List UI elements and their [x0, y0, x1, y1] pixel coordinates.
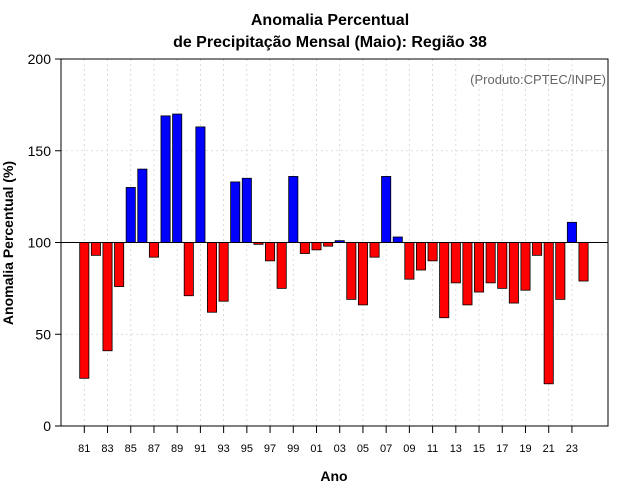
bar-1985 — [125, 187, 136, 243]
bar-1999 — [288, 176, 299, 243]
bar-2024 — [578, 242, 589, 282]
bar-2018 — [508, 242, 519, 304]
bar-2023 — [566, 221, 577, 243]
bar-2014 — [462, 242, 473, 306]
bar-1982 — [90, 242, 101, 256]
bar-2012 — [439, 242, 450, 319]
y-tick-label: 0 — [43, 418, 51, 434]
x-tick-label: 05 — [357, 443, 369, 455]
x-tick-label: 85 — [125, 443, 137, 455]
x-tick-label: 93 — [217, 443, 229, 455]
bar-2010 — [415, 242, 426, 271]
bar-2008 — [392, 236, 403, 243]
x-tick-label: 87 — [148, 443, 160, 455]
x-tick-label: 07 — [380, 443, 392, 455]
bar-2009 — [404, 242, 415, 280]
bar-1981 — [79, 242, 90, 379]
bar-2019 — [520, 242, 531, 291]
y-tick-label: 100 — [28, 235, 52, 251]
y-tick-label: 150 — [28, 143, 52, 159]
bar-1989 — [172, 113, 183, 243]
bar-2017 — [497, 242, 508, 289]
x-tick-label: 11 — [427, 443, 438, 455]
x-tick-label: 81 — [78, 443, 90, 455]
y-axis-label: Anomalia Percentual (%) — [0, 161, 16, 325]
bar-2011 — [427, 242, 438, 262]
x-tick-label: 21 — [543, 443, 555, 455]
y-tick-label: 200 — [28, 51, 52, 67]
x-tick-label: 15 — [473, 443, 485, 455]
x-tick-label: 95 — [241, 443, 253, 455]
bar-2005 — [357, 242, 368, 306]
x-axis-ticks: 81 83 85 87 89 91 93 95 97 99 01 03 05 07 09 11 13 15 17 19… — [78, 426, 578, 455]
bar-2004 — [346, 242, 357, 300]
x-tick-label: 03 — [334, 443, 346, 455]
bar-2015 — [474, 242, 485, 293]
x-tick-label: 91 — [194, 443, 206, 455]
chart-title-line1: Anomalia Percentual — [251, 12, 409, 29]
bar-2001 — [311, 242, 322, 251]
bar-2013 — [450, 242, 461, 284]
x-axis-label: Ano — [320, 468, 347, 484]
x-tick-label: 89 — [171, 443, 183, 455]
x-tick-label: 19 — [519, 443, 531, 455]
grid — [61, 58, 608, 427]
bar-2022 — [555, 242, 566, 300]
bar-2016 — [485, 242, 496, 284]
bar-1997 — [265, 242, 276, 262]
x-tick-label: 09 — [403, 443, 415, 455]
bar-1987 — [148, 242, 159, 258]
x-tick-label: 83 — [101, 443, 113, 455]
x-tick-label: 17 — [496, 443, 508, 455]
bar-2006 — [369, 242, 380, 258]
bar-1991 — [195, 126, 206, 243]
x-tick-label: 13 — [450, 443, 462, 455]
bar-2002 — [323, 242, 334, 247]
bar-2000 — [299, 242, 310, 254]
x-tick-label: 99 — [287, 443, 299, 455]
bar-1984 — [114, 242, 125, 287]
bar-2007 — [381, 176, 392, 243]
bar-1995 — [241, 177, 252, 243]
bar-1990 — [183, 242, 194, 297]
bar-2020 — [532, 242, 543, 256]
bars — [79, 113, 589, 385]
bar-1986 — [137, 168, 148, 243]
x-tick-label: 97 — [264, 443, 276, 455]
chart-title-line2: de Precipitação Mensal (Maio): Região 38 — [173, 34, 487, 51]
bar-1983 — [102, 242, 113, 352]
bar-1993 — [218, 242, 229, 302]
y-tick-label: 50 — [35, 326, 51, 342]
bar-1988 — [160, 115, 171, 243]
bar-2021 — [543, 242, 554, 385]
x-tick-label: 01 — [310, 443, 322, 455]
x-tick-label: 23 — [566, 443, 578, 455]
bar-1994 — [230, 181, 241, 243]
y-axis-ticks: 0 50 100 150 200 — [28, 51, 61, 434]
credit-text: (Produto:CPTEC/INPE) — [470, 72, 606, 87]
bar-1992 — [207, 242, 218, 313]
bar-1998 — [276, 242, 287, 289]
